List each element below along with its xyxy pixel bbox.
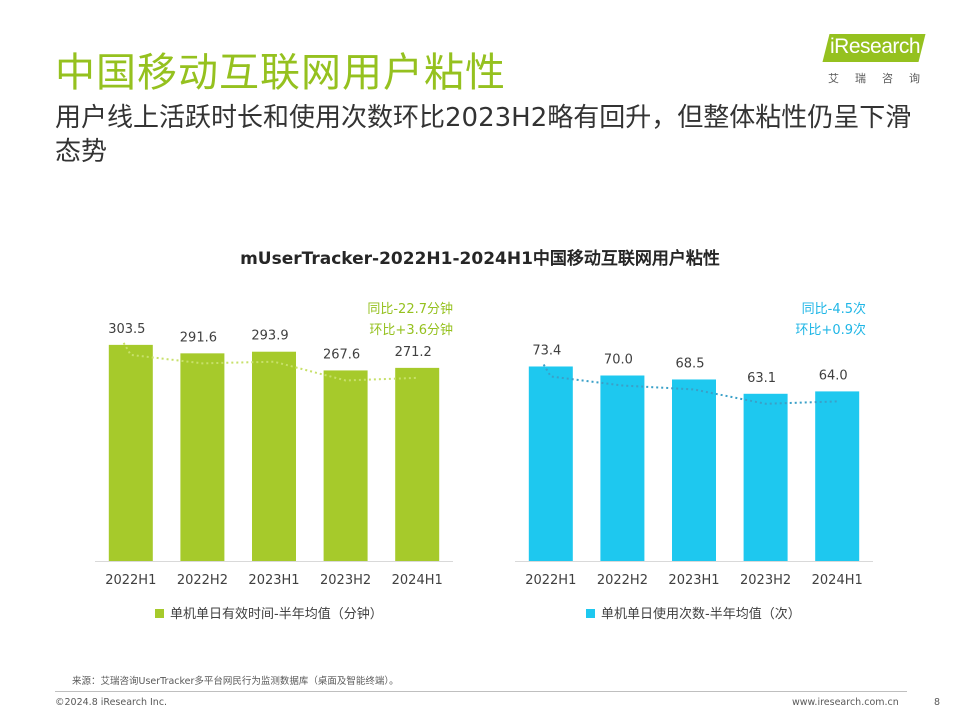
legend-usage-time: 单机单日有效时间-半年均值（分钟） — [155, 603, 383, 622]
legend-swatch-green — [155, 609, 164, 618]
source-note: 来源：艾瑞咨询UserTracker多平台网民行为监测数据库（桌面及智能终端）。 — [72, 676, 399, 687]
data-label: 291.6 — [180, 330, 217, 345]
data-label: 267.6 — [323, 347, 360, 362]
website-url: www.iresearch.com.cn — [792, 697, 899, 708]
chart-title: mUserTracker-2022H1-2024H1中国移动互联网用户粘性 — [240, 249, 720, 269]
logo-chinese-name: 艾瑞咨询 — [828, 72, 936, 85]
data-label: 64.0 — [819, 368, 848, 383]
trend-line — [542, 363, 838, 405]
x-tick-label: 2023H2 — [740, 573, 791, 588]
bar — [323, 370, 368, 561]
x-tick-label: 2024H1 — [812, 573, 863, 588]
bar — [528, 366, 573, 561]
legend-usage-count: 单机单日使用次数-半年均值（次） — [586, 603, 801, 622]
legend-swatch-blue — [586, 609, 595, 618]
x-tick-label: 2022H2 — [597, 573, 648, 588]
x-tick-label: 2022H1 — [525, 573, 576, 588]
change-annotation: 环比+3.6分钟 — [369, 322, 453, 338]
change-annotation: 同比-22.7分钟 — [367, 301, 453, 317]
x-tick-label: 2022H2 — [177, 573, 228, 588]
page-number: 8 — [934, 697, 941, 708]
x-tick-label: 2023H1 — [668, 573, 719, 588]
x-tick-label: 2024H1 — [392, 573, 443, 588]
copyright: ©2024.8 iResearch Inc. — [55, 697, 168, 708]
bar — [252, 351, 296, 561]
bar — [600, 375, 645, 561]
data-label: 63.1 — [747, 371, 776, 386]
x-tick-label: 2023H2 — [320, 573, 371, 588]
chart-usage-time: 303.5 2022H1 291.6 2022H2 293.9 2023H1 267.6 20… — [95, 301, 453, 588]
x-tick-label: 2022H1 — [105, 573, 156, 588]
change-annotation: 环比+0.9次 — [795, 322, 866, 338]
page-title: 中国移动互联网用户粘性 — [55, 50, 506, 96]
bar — [743, 393, 788, 561]
data-label: 73.4 — [532, 343, 561, 358]
bar — [395, 367, 440, 561]
change-annotation: 同比-4.5次 — [802, 301, 866, 317]
bar — [108, 344, 153, 561]
bar — [815, 391, 860, 561]
logo-text: iResearch — [830, 35, 921, 58]
legend-label-usage-count: 单机单日使用次数-半年均值（次） — [601, 607, 801, 622]
data-label: 271.2 — [395, 345, 432, 360]
data-label: 68.5 — [676, 356, 705, 371]
chart-usage-count: 73.4 2022H1 70.0 2022H2 68.5 2023H1 63.1 2023H2… — [515, 301, 873, 588]
page-subtitle: 用户线上活跃时长和使用次数环比2023H2略有回升，但整体粘性仍呈下滑态势 — [55, 103, 912, 167]
trend-line — [122, 342, 418, 382]
data-label: 303.5 — [108, 322, 145, 337]
legend-label-usage-time: 单机单日有效时间-半年均值（分钟） — [170, 607, 383, 622]
data-label: 70.0 — [604, 353, 633, 368]
bar — [180, 353, 225, 561]
x-tick-label: 2023H1 — [248, 573, 299, 588]
iresearch-logo: iResearch 艾瑞咨询 — [820, 30, 930, 90]
bar — [672, 379, 716, 561]
footer-divider — [55, 691, 907, 692]
data-label: 293.9 — [251, 329, 288, 344]
